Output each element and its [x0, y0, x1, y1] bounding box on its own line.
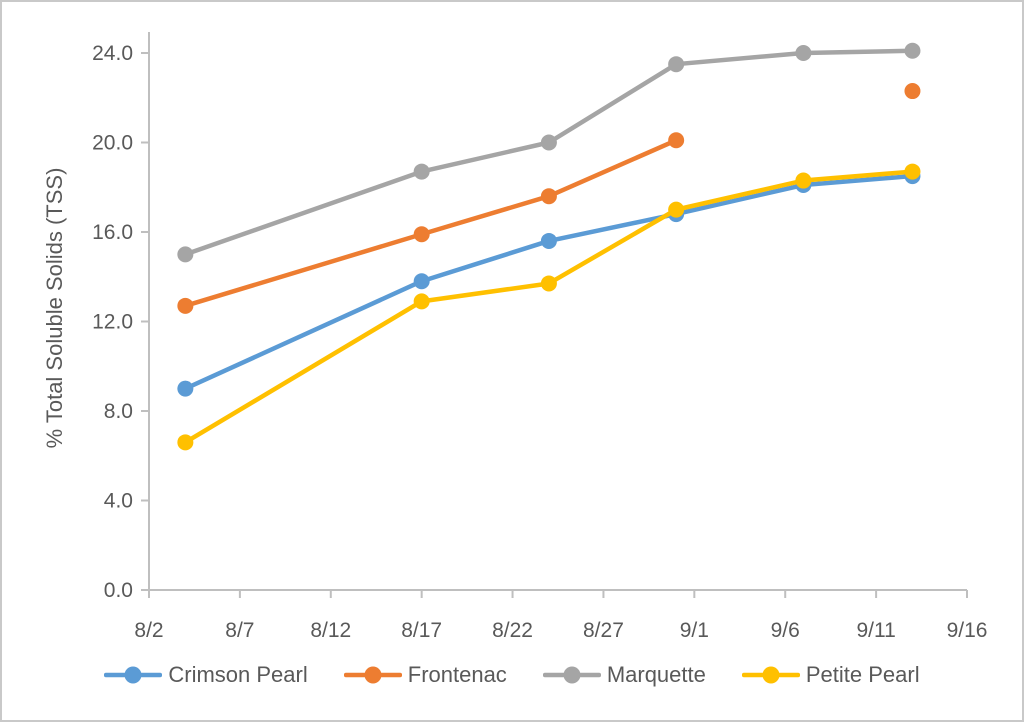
marker-crimson-pearl-8/4 — [177, 380, 194, 397]
legend-dot — [364, 666, 382, 684]
marker-petite-pearl-9/7 — [795, 172, 812, 189]
marker-frontenac-8/24 — [540, 188, 557, 205]
legend-marker-icon — [343, 666, 402, 684]
legend-dot — [124, 666, 142, 684]
x-tick-label: 9/11 — [856, 619, 895, 642]
legend-dot — [563, 666, 581, 684]
marker-marquette-8/17 — [413, 163, 430, 180]
marker-crimson-pearl-8/24 — [540, 232, 557, 249]
series-line-crimson-pearl — [183, 173, 915, 391]
legend-item-frontenac: Frontenac — [343, 662, 507, 688]
marker-frontenac-8/4 — [177, 297, 194, 314]
series-line-marquette — [183, 48, 915, 257]
y-tick-label: 4.0 — [104, 490, 133, 513]
legend-dot — [762, 666, 780, 684]
y-axis-title: % Total Soluble Solids (TSS) — [42, 167, 67, 449]
marker-frontenac-8/31 — [668, 132, 685, 149]
y-tick-label: 24.0 — [92, 42, 133, 65]
y-tick-label: 12.0 — [92, 311, 133, 334]
marker-petite-pearl-8/24 — [540, 275, 557, 292]
marker-petite-pearl-8/4 — [177, 434, 194, 451]
x-tick-label: 8/2 — [134, 619, 163, 642]
marker-marquette-9/13 — [904, 42, 921, 59]
series-line-frontenac — [183, 138, 679, 309]
x-tick-label: 8/22 — [492, 619, 533, 642]
line-chart-plot: 0.0 4.0 8.0 12.0 16.0 20.0 24.0 8/2 8/7 8/12 8/17 8… — [92, 32, 988, 642]
marker-petite-pearl-8/17 — [413, 293, 430, 310]
legend-label: Marquette — [606, 662, 706, 687]
y-tick-label: 0.0 — [104, 579, 133, 602]
legend-marker-icon — [741, 666, 800, 684]
x-tick-label: 9/6 — [771, 619, 800, 642]
x-tick-label: 8/12 — [310, 619, 351, 642]
chart-legend: Crimson Pearl Frontenac Marquette Petite Pe… — [2, 662, 1022, 688]
y-tick-label: 16.0 — [92, 221, 133, 244]
marker-frontenac-8/17 — [413, 226, 430, 243]
marker-crimson-pearl-8/17 — [413, 273, 430, 290]
y-tick-label: 8.0 — [104, 400, 133, 423]
marker-marquette-9/7 — [795, 45, 812, 61]
x-tick-label: 9/1 — [680, 619, 709, 642]
legend-item-petite-pearl: Petite Pearl — [741, 662, 920, 688]
legend-label: Frontenac — [407, 662, 507, 687]
legend-label: Petite Pearl — [805, 662, 920, 687]
x-tick-label: 8/27 — [583, 619, 624, 642]
x-tick-label: 8/17 — [401, 619, 442, 642]
x-tick-label: 8/7 — [225, 619, 254, 642]
marker-marquette-8/31 — [668, 56, 685, 73]
legend-marker-icon — [542, 666, 601, 684]
legend-marker-icon — [104, 666, 163, 684]
marker-petite-pearl-9/13 — [904, 163, 921, 180]
series-line-petite-pearl — [183, 169, 915, 445]
marker-marquette-8/24 — [540, 134, 557, 151]
marker-petite-pearl-8/31 — [668, 201, 685, 218]
marker-marquette-8/4 — [177, 246, 194, 263]
marker-frontenac-9/13 — [904, 83, 921, 100]
x-tick-label: 9/16 — [947, 619, 988, 642]
y-tick-label: 20.0 — [92, 132, 133, 155]
legend-item-crimson-pearl: Crimson Pearl — [104, 662, 308, 688]
legend-label: Crimson Pearl — [168, 662, 308, 687]
legend-item-marquette: Marquette — [542, 662, 706, 688]
